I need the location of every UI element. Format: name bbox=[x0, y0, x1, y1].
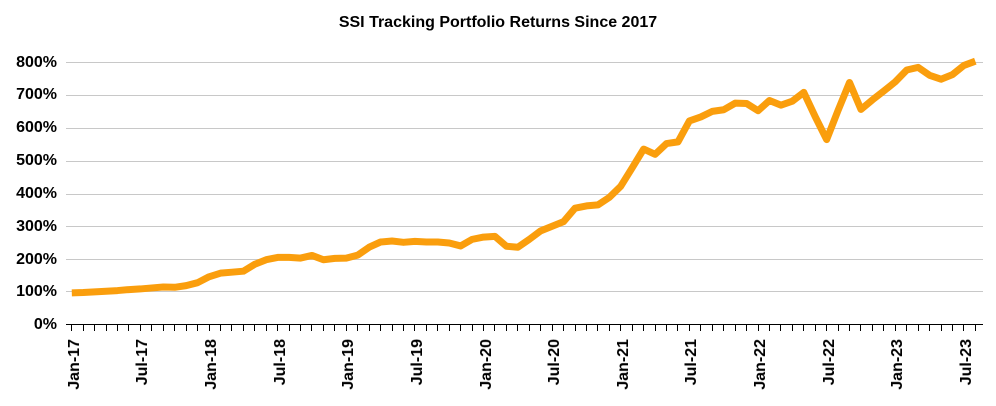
x-axis-label: Jan-18 bbox=[203, 339, 221, 390]
x-axis-label: Jan-20 bbox=[477, 339, 495, 390]
x-axis-label: Jul-21 bbox=[683, 339, 701, 386]
x-axis-label: Jul-23 bbox=[957, 339, 975, 386]
x-axis-label: Jul-20 bbox=[546, 339, 564, 386]
series-line-portfolio-returns bbox=[71, 57, 977, 297]
y-axis-label: 800% bbox=[16, 53, 57, 71]
y-axis-label: 400% bbox=[16, 184, 57, 202]
x-axis-label: Jul-18 bbox=[271, 339, 289, 386]
x-axis-label: Jul-17 bbox=[134, 339, 152, 386]
y-axis-label: 700% bbox=[16, 86, 57, 104]
y-axis-label: 0% bbox=[33, 316, 57, 334]
x-axis-label: Jan-23 bbox=[889, 339, 907, 390]
x-axis-label: Jul-19 bbox=[408, 339, 426, 386]
y-axis-label: 500% bbox=[16, 152, 57, 170]
x-axis-label: Jan-21 bbox=[614, 339, 632, 390]
x-axis-label: Jan-17 bbox=[65, 339, 83, 390]
x-axis-label: Jan-22 bbox=[752, 339, 770, 390]
y-axis-label: 300% bbox=[16, 217, 57, 235]
y-axis-label: 200% bbox=[16, 250, 57, 268]
chart-title: SSI Tracking Portfolio Returns Since 201… bbox=[338, 14, 658, 31]
y-axis-label: 100% bbox=[16, 283, 57, 301]
y-axis-label: 600% bbox=[16, 119, 57, 137]
x-axis-label: Jan-19 bbox=[340, 339, 358, 390]
x-axis-label: Jul-22 bbox=[820, 339, 838, 386]
